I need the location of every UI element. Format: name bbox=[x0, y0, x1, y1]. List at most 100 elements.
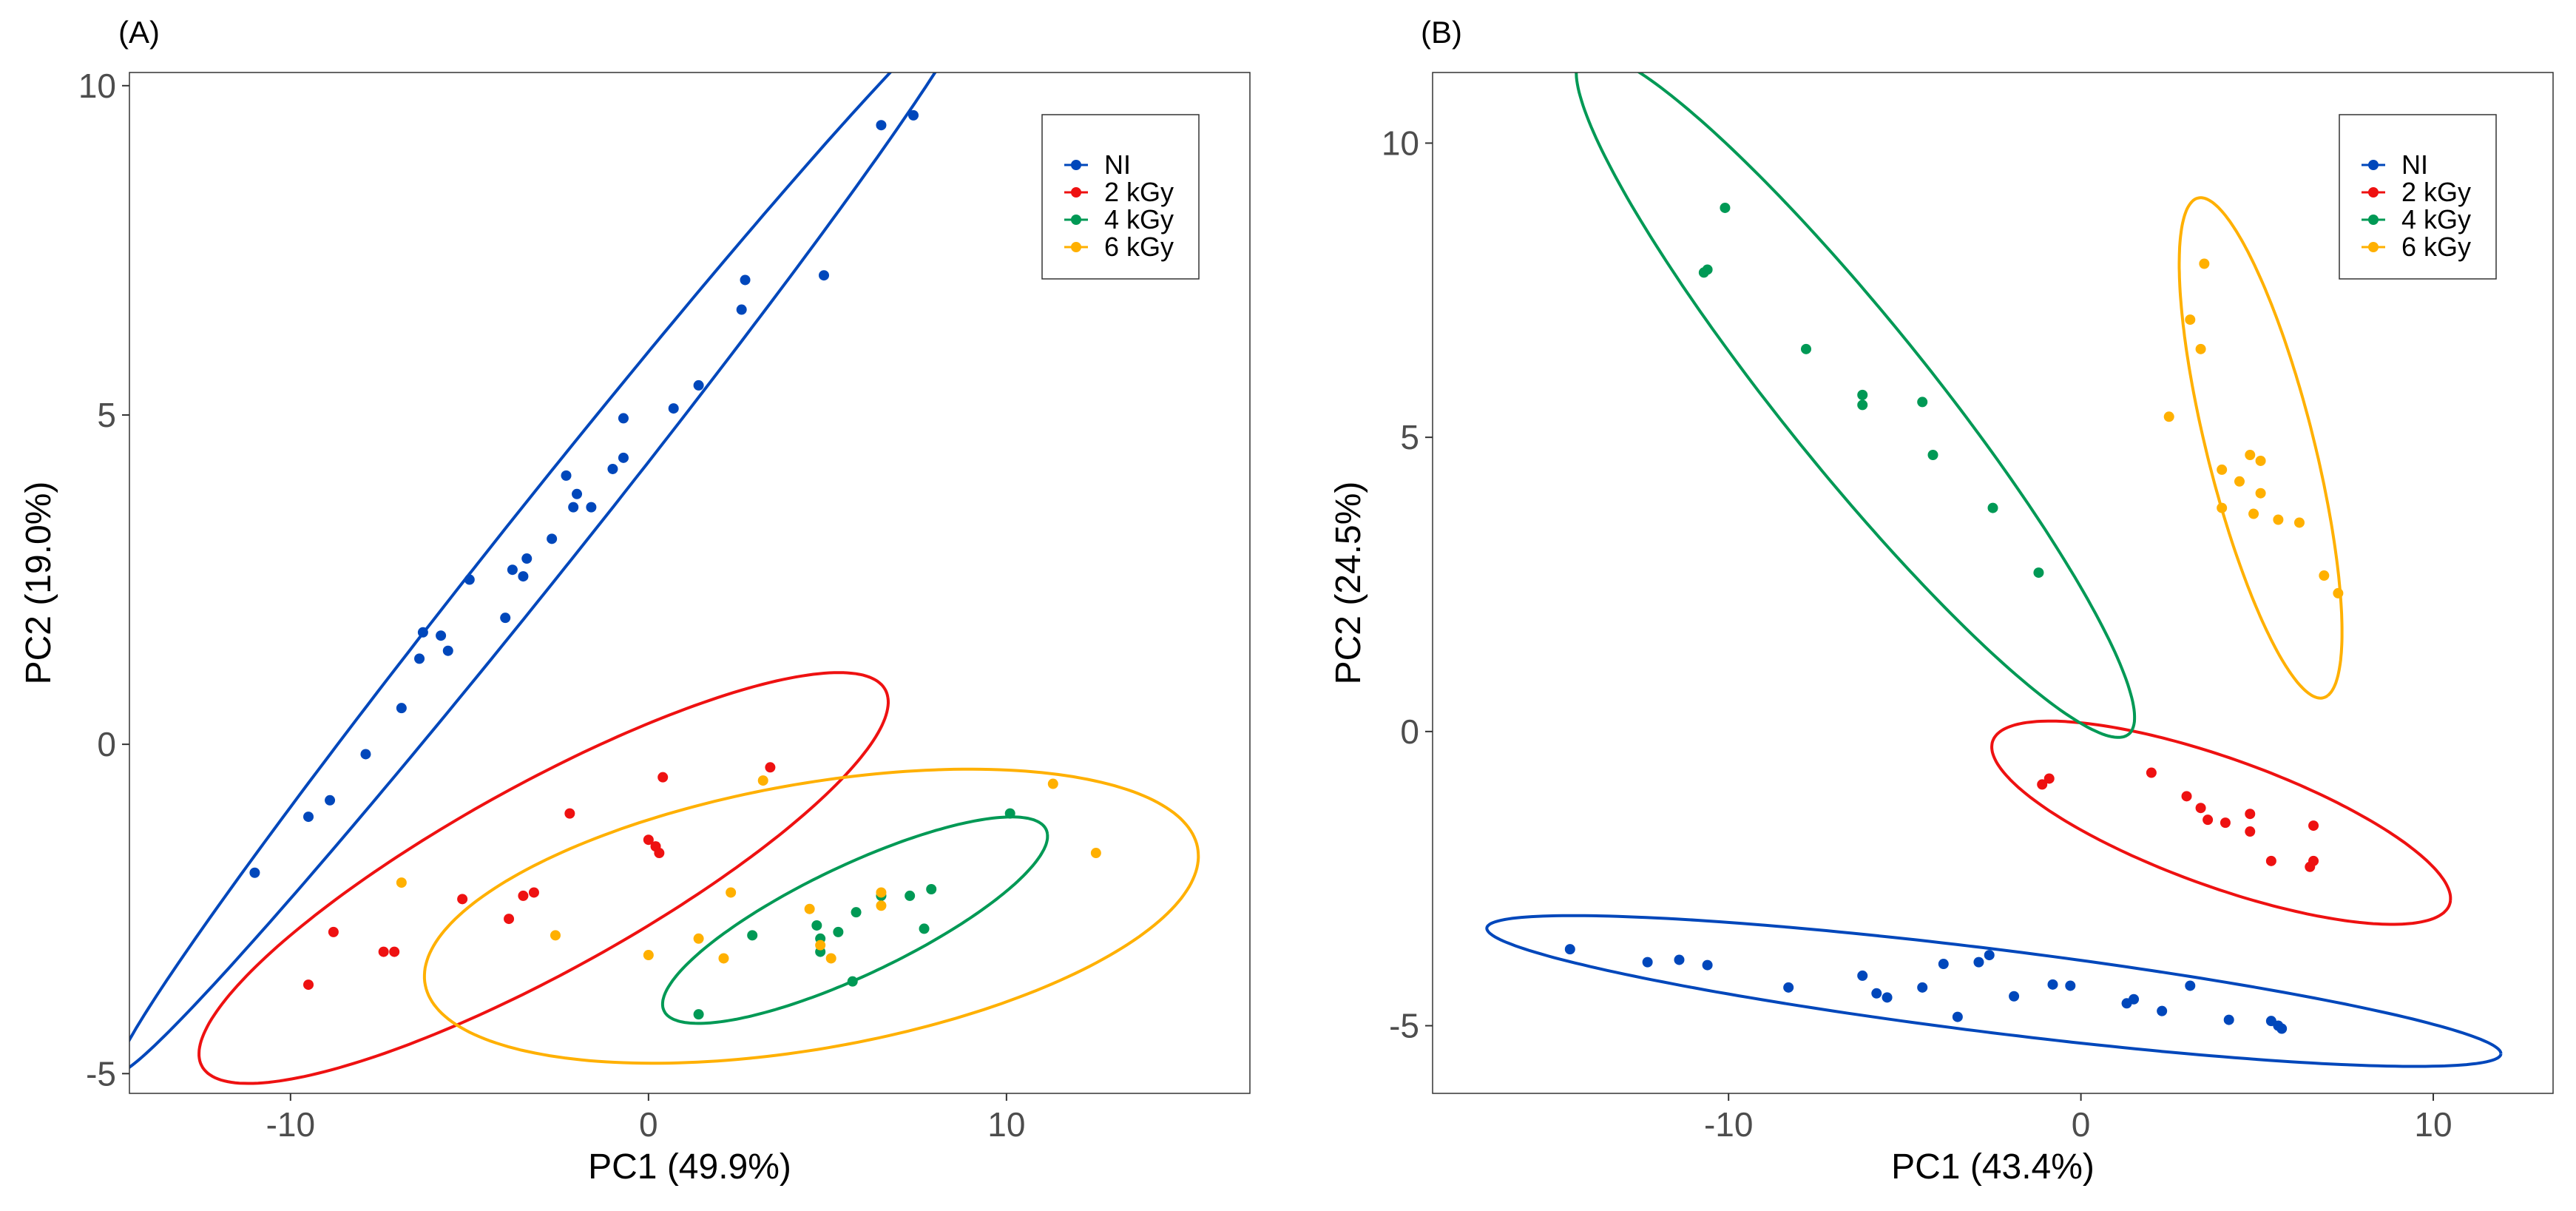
point-ni bbox=[1882, 992, 1893, 1003]
ellipse-2-kgy bbox=[197, 671, 890, 1085]
point-2-kgy bbox=[2245, 809, 2256, 820]
point-6-kgy bbox=[815, 940, 826, 951]
legend-label-4-kgy: 4 kGy bbox=[2401, 204, 2471, 235]
point-ni bbox=[507, 564, 518, 576]
point-ni bbox=[464, 574, 475, 585]
point-ni bbox=[618, 413, 629, 424]
point-ni bbox=[1984, 950, 1995, 961]
point-ni bbox=[442, 645, 453, 656]
x-axis-title: PC1 (49.9%) bbox=[588, 1147, 791, 1187]
point-ni bbox=[500, 613, 511, 624]
point-ni bbox=[607, 463, 618, 474]
point-ni bbox=[2157, 1005, 2168, 1016]
point-6-kgy bbox=[2273, 514, 2284, 525]
point-ni bbox=[521, 553, 533, 564]
point-ni bbox=[1783, 982, 1794, 993]
point-6-kgy bbox=[2217, 502, 2228, 513]
point-ni bbox=[417, 627, 428, 638]
point-ni bbox=[819, 270, 830, 281]
point-ni bbox=[325, 795, 336, 806]
point-6-kgy bbox=[693, 933, 704, 944]
point-ni bbox=[518, 571, 529, 582]
point-2-kgy bbox=[518, 890, 529, 901]
x-tick-label: 0 bbox=[2072, 1105, 2091, 1144]
point-4-kgy bbox=[905, 890, 916, 901]
legend-label-ni: NI bbox=[1104, 149, 1131, 180]
point-ni bbox=[436, 630, 447, 641]
legend-key-dot-4-kgy bbox=[2368, 215, 2379, 225]
point-6-kgy bbox=[2199, 258, 2210, 269]
point-ni bbox=[1857, 970, 1868, 981]
point-6-kgy bbox=[2234, 476, 2245, 487]
legend-key-dot-4-kgy bbox=[1071, 215, 1081, 225]
point-4-kgy bbox=[1801, 343, 1811, 354]
y-axis-title: PC2 (24.5%) bbox=[1329, 482, 1368, 685]
point-ni bbox=[586, 502, 597, 513]
y-tick-label: -5 bbox=[1389, 1007, 1419, 1045]
legend-label-2-kgy: 2 kGy bbox=[1104, 177, 1174, 207]
legend-label-6-kgy: 6 kGy bbox=[2401, 232, 2471, 262]
point-2-kgy bbox=[528, 887, 539, 898]
point-ni bbox=[1973, 957, 1984, 968]
point-4-kgy bbox=[747, 930, 758, 941]
point-4-kgy bbox=[926, 884, 937, 894]
point-6-kgy bbox=[1047, 778, 1058, 789]
legend-key-dot-2-kgy bbox=[2368, 187, 2379, 198]
x-axis-title: PC1 (43.4%) bbox=[1891, 1147, 2095, 1187]
point-ni bbox=[1871, 988, 1882, 999]
y-tick-label: 0 bbox=[97, 725, 116, 763]
point-2-kgy bbox=[2245, 826, 2256, 837]
point-ni bbox=[2047, 979, 2058, 990]
point-ni bbox=[2223, 1014, 2234, 1025]
point-2-kgy bbox=[2195, 803, 2206, 814]
point-ni bbox=[876, 120, 887, 131]
point-6-kgy bbox=[757, 775, 768, 786]
y-tick-label: -5 bbox=[86, 1054, 116, 1093]
point-ni bbox=[396, 703, 407, 714]
point-2-kgy bbox=[2220, 817, 2231, 829]
point-ni bbox=[908, 109, 919, 121]
point-2-kgy bbox=[564, 808, 575, 819]
x-tick-label: 0 bbox=[639, 1105, 658, 1144]
legend-label-6-kgy: 6 kGy bbox=[1104, 232, 1174, 262]
plot-area bbox=[1485, 72, 2503, 1068]
point-4-kgy bbox=[1857, 399, 1868, 411]
point-6-kgy bbox=[876, 900, 887, 911]
point-ni bbox=[1674, 954, 1685, 965]
point-4-kgy bbox=[1702, 264, 1713, 275]
legend-label-4-kgy: 4 kGy bbox=[1104, 204, 1174, 235]
legend-box bbox=[1041, 114, 1200, 280]
point-6-kgy bbox=[726, 887, 737, 898]
legend-box bbox=[2339, 114, 2497, 280]
panel-a: (A) -10 0 10 -5 0 5 10 PC1 (49.9%) PC2 (19.0%) NI2… bbox=[19, 15, 1251, 1187]
point-4-kgy bbox=[1857, 389, 1868, 400]
point-6-kgy bbox=[2185, 314, 2196, 325]
point-4-kgy bbox=[1987, 502, 1998, 513]
point-2-kgy bbox=[2203, 814, 2214, 826]
legend-label-2-kgy: 2 kGy bbox=[2401, 177, 2471, 207]
point-2-kgy bbox=[2265, 855, 2276, 866]
point-2-kgy bbox=[378, 946, 389, 957]
point-ni bbox=[414, 653, 425, 664]
point-6-kgy bbox=[876, 887, 887, 898]
panel-label: (B) bbox=[1421, 15, 1462, 50]
point-2-kgy bbox=[303, 979, 314, 991]
point-4-kgy bbox=[1720, 202, 1731, 213]
point-ni bbox=[568, 502, 579, 513]
ellipse-ni bbox=[1485, 914, 2503, 1068]
point-6-kgy bbox=[1090, 848, 1101, 859]
point-4-kgy bbox=[833, 926, 844, 937]
x-tick-label: 10 bbox=[987, 1105, 1025, 1144]
point-2-kgy bbox=[654, 848, 665, 859]
y-tick-label: 10 bbox=[1382, 124, 1419, 162]
point-2-kgy bbox=[2037, 779, 2048, 790]
x-tick-label: -10 bbox=[1704, 1105, 1753, 1144]
y-axis-title: PC2 (19.0%) bbox=[19, 482, 58, 685]
point-ni bbox=[360, 749, 371, 760]
point-6-kgy bbox=[2195, 343, 2206, 354]
point-6-kgy bbox=[718, 953, 729, 964]
point-4-kgy bbox=[1004, 808, 1015, 819]
point-4-kgy bbox=[1927, 450, 1938, 461]
